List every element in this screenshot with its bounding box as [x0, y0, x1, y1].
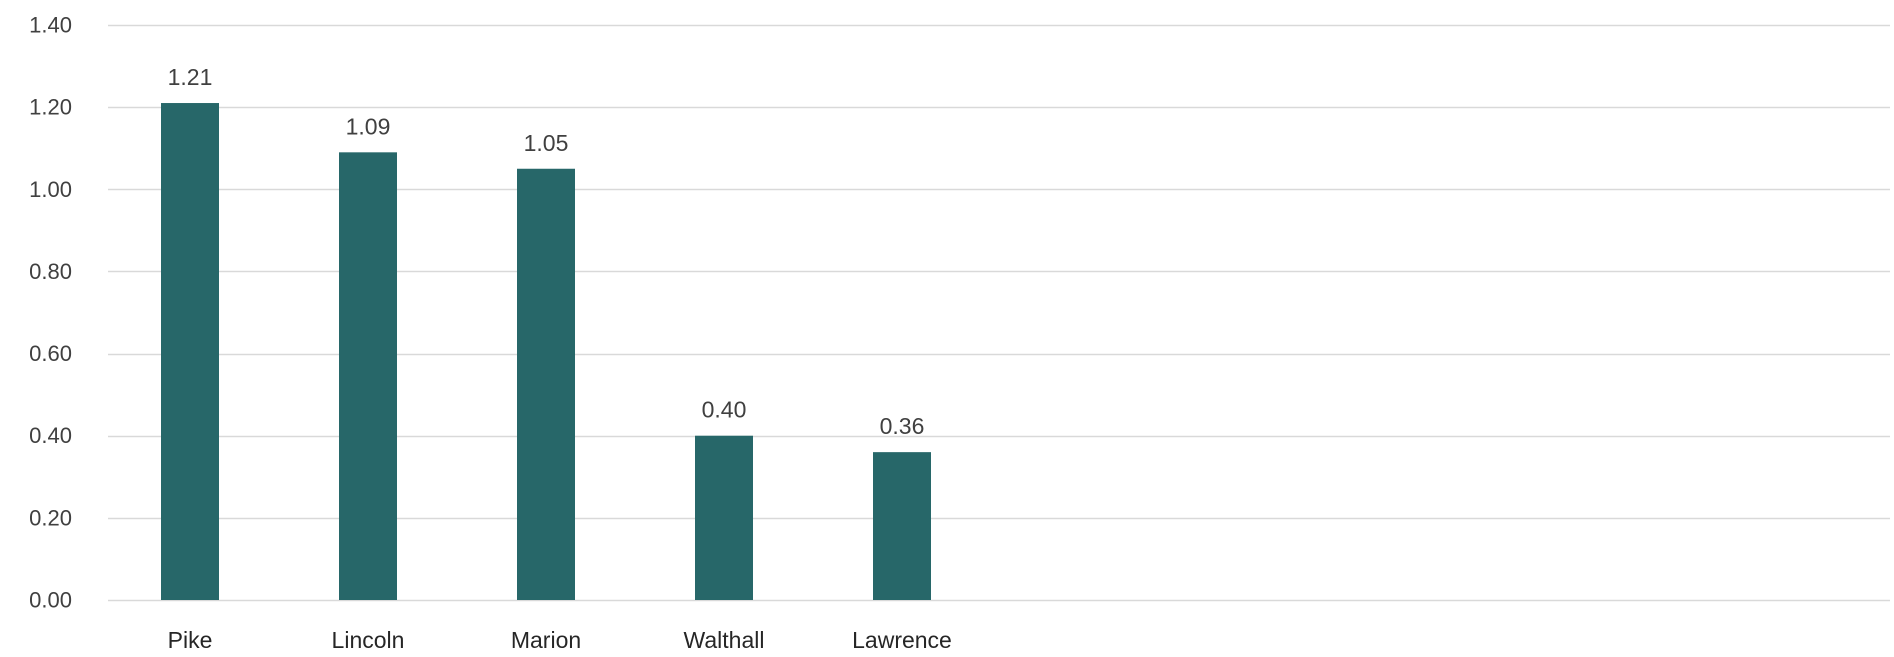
- bar: [339, 152, 397, 601]
- y-tick-label: 0.00: [29, 588, 72, 613]
- y-tick-label: 0.40: [29, 423, 72, 448]
- y-tick-label: 1.20: [29, 95, 72, 120]
- y-tick-label: 0.80: [29, 259, 72, 284]
- y-tick-label: 0.20: [29, 505, 72, 530]
- bar: [873, 452, 931, 600]
- bar: [517, 168, 575, 600]
- gridlines: [108, 24, 1890, 602]
- data-label: 1.05: [524, 130, 569, 156]
- x-category-label: Marion: [511, 627, 581, 653]
- data-label: 0.36: [880, 413, 925, 439]
- x-axis-categories: Pike Lincoln Marion Walthall Lawrence: [168, 627, 952, 653]
- x-category-label: Pike: [168, 627, 213, 653]
- y-tick-label: 1.40: [29, 13, 72, 38]
- bar: [695, 435, 753, 600]
- data-label: 1.09: [346, 113, 391, 139]
- data-label: 0.40: [702, 397, 747, 423]
- x-category-label: Lawrence: [852, 627, 952, 653]
- x-category-label: Lincoln: [332, 627, 405, 653]
- y-axis-ticks: 0.00 0.20 0.40 0.60 0.80 1.00 1.20 1.40: [29, 13, 72, 613]
- bar: [161, 103, 219, 601]
- y-tick-label: 1.00: [29, 177, 72, 202]
- y-tick-label: 0.60: [29, 341, 72, 366]
- data-labels: 1.21 1.09 1.05 0.40 0.36: [168, 64, 925, 439]
- x-category-label: Walthall: [684, 627, 765, 653]
- data-label: 1.21: [168, 64, 213, 90]
- bars: [161, 103, 931, 601]
